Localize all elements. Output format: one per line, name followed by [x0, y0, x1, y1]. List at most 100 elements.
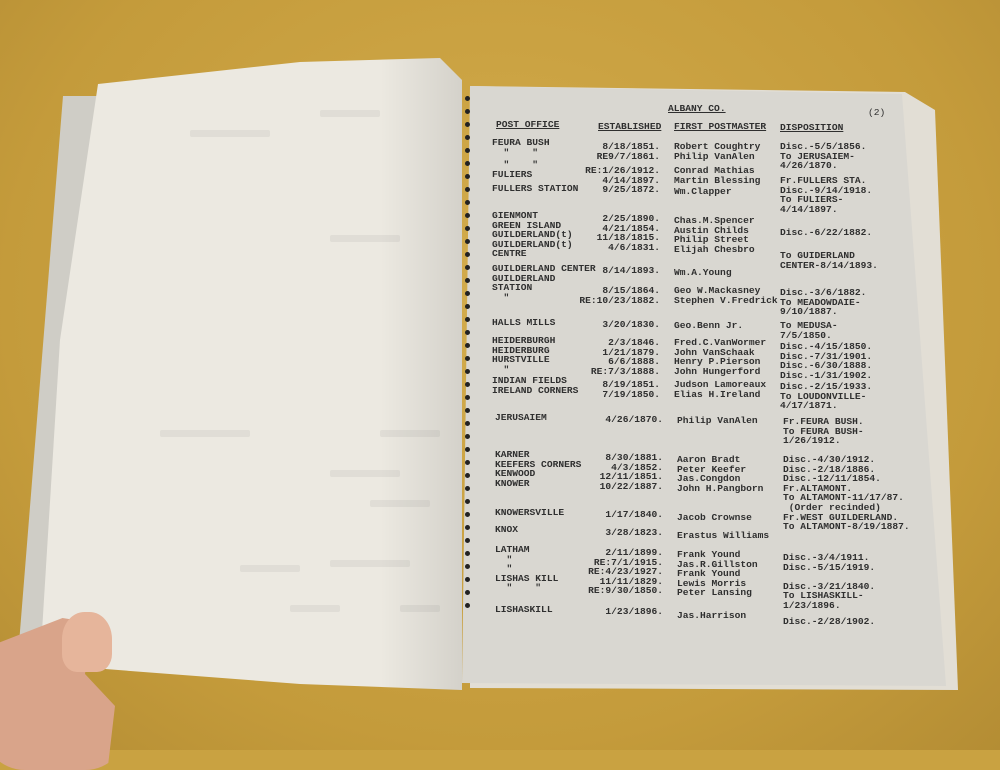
post-office-name: FULLERS STATION	[492, 183, 579, 194]
spiral-coil	[465, 369, 470, 374]
established-date: 8/18/1851. RE9/7/1861.	[596, 141, 660, 162]
disposition: To GUIDERLAND CENTER-8/14/1893.	[780, 250, 878, 271]
show-through-line	[320, 110, 380, 117]
established-date: 8/15/1864. RE:10/23/1882.	[579, 285, 660, 306]
first-postmaster: Conrad Mathias Martin Blessing	[674, 165, 761, 186]
post-office-name: LATHAM " " LISHAS KILL " "	[495, 544, 559, 594]
spiral-coil	[465, 564, 470, 569]
spiral-coil	[465, 265, 470, 270]
show-through-line	[290, 605, 340, 612]
disposition: Disc.-4/30/1912. Disc.-2/18/1886. Disc.-…	[783, 454, 910, 533]
post-office-name: INDIAN FIELDS IRELAND CORNERS	[492, 375, 579, 396]
show-through-line	[400, 605, 440, 612]
column-header-disposition: DISPOSITION	[780, 122, 844, 133]
spiral-coil	[465, 343, 470, 348]
spiral-coil	[465, 577, 470, 582]
spiral-coil	[465, 200, 470, 205]
spiral-coil	[465, 356, 470, 361]
established-date: 2/11/1899. RE:7/1/1915. RE:4/23/1927. 11…	[588, 547, 663, 597]
first-postmaster: Frank Yound Jas.R.Gillston Frank Yound L…	[677, 549, 758, 599]
disposition: Disc.-5/5/1856. To JERUSAIEM- 4/26/1870.	[780, 141, 867, 172]
post-office-name: KNOX	[495, 524, 519, 535]
show-through-line	[370, 500, 430, 507]
thumb	[62, 612, 112, 672]
show-through-line	[160, 430, 250, 437]
spiral-coil	[465, 122, 470, 127]
first-postmaster: Geo.Benn Jr.	[674, 320, 744, 331]
spiral-coil	[465, 408, 470, 413]
post-office-name: KNOWERSVILLE	[495, 507, 565, 518]
spiral-coil	[465, 317, 470, 322]
established-date: RE:1/26/1912. 4/14/1897.	[585, 165, 660, 186]
established-date: 1/23/1896.	[605, 606, 663, 617]
first-postmaster: Chas.M.Spencer Austin Childs Philip Stre…	[674, 215, 755, 255]
spiral-coil	[465, 486, 470, 491]
spiral-coil	[465, 590, 470, 595]
county-title: ALBANY CO.	[668, 103, 726, 114]
post-office-name: HEIDERBURGH HEIDERBURG HURSTVILLE "	[492, 335, 556, 375]
post-office-name: HALLS MILLS	[492, 317, 556, 328]
first-postmaster: Erastus Williams	[677, 530, 770, 541]
spiral-coil	[465, 447, 470, 452]
spiral-coil	[465, 421, 470, 426]
post-office-name: GUILDERLAND CENTER GUILDERLAND STATION "	[492, 263, 596, 303]
disposition: Disc.-3/6/1882. To MEADOWDAIE- 9/10/1887…	[780, 287, 867, 318]
spiral-coil	[465, 538, 470, 543]
first-postmaster: Wm.A.Young	[674, 267, 732, 278]
spiral-coil	[465, 395, 470, 400]
left-page[interactable]	[40, 58, 462, 690]
spiral-binding	[465, 96, 471, 616]
spiral-coil	[465, 174, 470, 179]
first-postmaster: Philip VanAlen	[677, 415, 758, 426]
post-office-name: " " FULIERS	[492, 159, 539, 180]
post-office-name: GIENMONT GREEN ISLAND GUILDERLAND(t) GUI…	[492, 210, 573, 260]
established-date: 3/28/1823.	[605, 527, 663, 538]
disposition: Fr.FEURA BUSH. To FEURA BUSH- 1/26/1912.	[783, 416, 864, 447]
established-date: 3/20/1830.	[602, 319, 660, 330]
spiral-coil	[465, 239, 470, 244]
first-postmaster: Judson Lamoreaux Elias H.Ireland	[674, 379, 767, 400]
column-header-established: ESTABLISHED	[598, 121, 662, 132]
spiral-coil	[465, 252, 470, 257]
spiral-coil	[465, 135, 470, 140]
spiral-coil	[465, 512, 470, 517]
spiral-coil	[465, 96, 470, 101]
first-postmaster: Fred.C.VanWormer John VanSchaak Henry P.…	[674, 337, 767, 377]
spiral-coil	[465, 161, 470, 166]
established-date: 8/19/1851. 7/19/1850.	[602, 379, 660, 400]
first-postmaster: Geo W.Mackasney Stephen V.Fredrick	[674, 285, 778, 306]
spiral-coil	[465, 109, 470, 114]
spiral-coil	[465, 304, 470, 309]
spiral-coil	[465, 382, 470, 387]
show-through-line	[330, 560, 410, 567]
spiral-coil	[465, 460, 470, 465]
spiral-coil	[465, 187, 470, 192]
post-office-name: JERUSAIEM	[495, 412, 547, 423]
established-date: 9/25/1872.	[602, 184, 660, 195]
disposition: Fr.FULLERS STA. Disc.-9/14/1918. To FULI…	[780, 175, 873, 215]
spiral-coil	[465, 213, 470, 218]
page-number: (2)	[868, 107, 886, 118]
spiral-coil	[465, 603, 470, 608]
spiral-coil	[465, 434, 470, 439]
established-date: 1/17/1840.	[605, 509, 663, 520]
established-date: 4/26/1870.	[605, 414, 663, 425]
spiral-coil	[465, 226, 470, 231]
left-page-shadow	[40, 58, 462, 690]
first-postmaster: Wm.Clapper	[674, 186, 732, 197]
disposition: Disc.-2/15/1933. To LOUDONVILLE- 4/17/18…	[780, 381, 873, 412]
post-office-name: FEURA BUSH " "	[492, 137, 550, 158]
show-through-line	[190, 130, 270, 137]
spiral-coil	[465, 499, 470, 504]
spiral-coil	[465, 525, 470, 530]
spiral-coil	[465, 473, 470, 478]
disposition: To MEDUSA- 7/5/1850.	[780, 320, 838, 341]
established-date: 2/25/1890. 4/21/1854. 11/18/1815. 4/6/18…	[596, 213, 660, 253]
spiral-coil	[465, 291, 470, 296]
first-postmaster: Robert Coughtry Philip VanAlen	[674, 141, 761, 162]
right-page	[462, 86, 946, 686]
disposition: Disc.-4/15/1850. Disc.-7/31/1901. Disc.-…	[780, 341, 873, 381]
established-date: 8/30/1881. 4/3/1852. 12/11/1851. 10/22/1…	[599, 452, 663, 492]
show-through-line	[330, 235, 400, 242]
spiral-coil	[465, 278, 470, 283]
